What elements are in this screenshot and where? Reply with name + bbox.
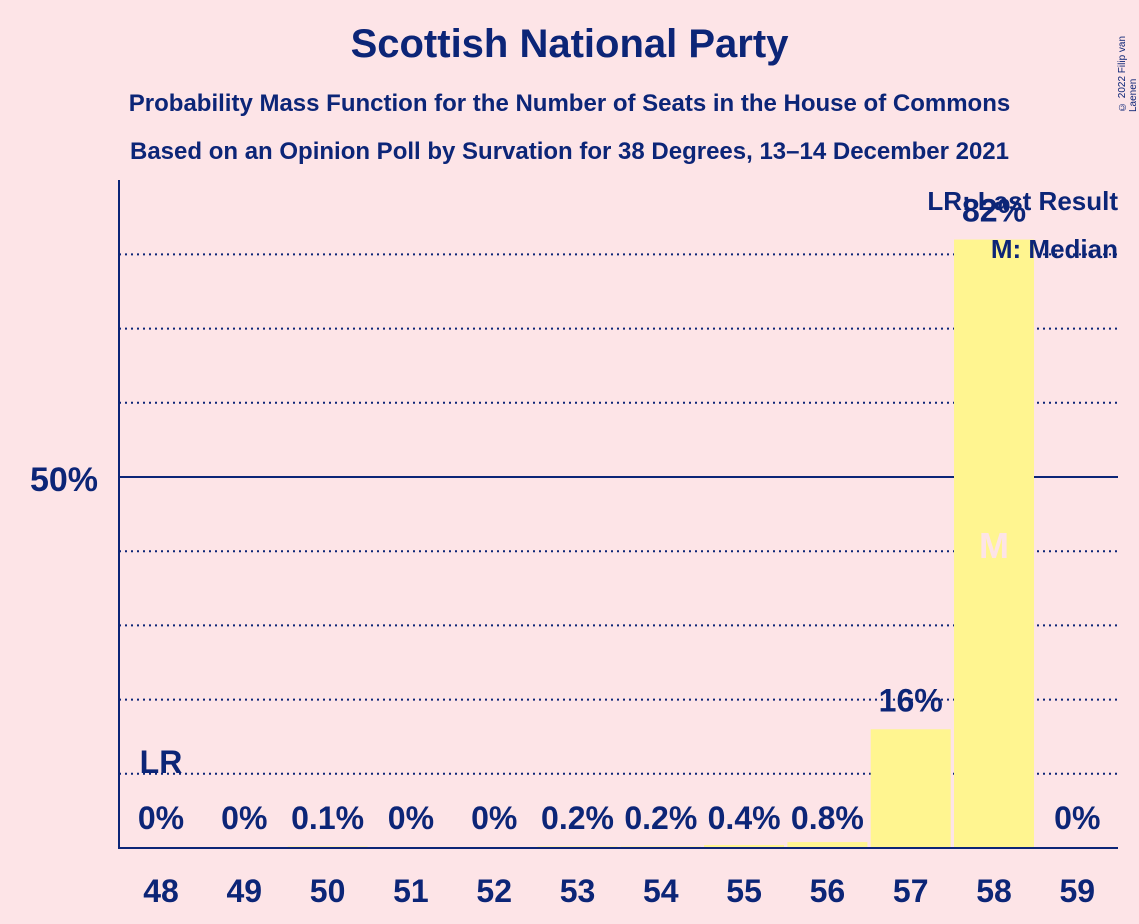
data-label: 0% <box>471 800 517 836</box>
y-tick-label: 50% <box>30 461 98 499</box>
x-tick-label: 51 <box>393 873 429 909</box>
x-tick-label: 52 <box>476 873 512 909</box>
bar-57 <box>870 729 951 848</box>
x-tick-label: 57 <box>893 873 929 909</box>
data-label: 0.4% <box>708 800 781 836</box>
data-label: 0.2% <box>624 800 697 836</box>
bar-58 <box>954 239 1034 848</box>
x-tick-label: 59 <box>1060 873 1096 909</box>
data-label: 0.1% <box>291 800 364 836</box>
data-label: 82% <box>962 193 1026 229</box>
chart-source-line: Based on an Opinion Poll by Survation fo… <box>130 138 1009 165</box>
data-label: 0.2% <box>541 800 614 836</box>
x-tick-label: 48 <box>143 873 179 909</box>
x-tick-label: 50 <box>310 873 346 909</box>
legend-median: M: Median <box>991 234 1118 264</box>
x-tick-label: 56 <box>810 873 846 909</box>
chart-title: Scottish National Party <box>350 22 789 66</box>
last-result-marker: LR <box>140 744 183 780</box>
x-tick-label: 58 <box>976 873 1012 909</box>
data-label: 0% <box>1054 800 1100 836</box>
x-tick-label: 54 <box>643 873 679 909</box>
data-label: 0% <box>221 800 267 836</box>
data-label: 0% <box>388 800 434 836</box>
x-tick-label: 55 <box>726 873 762 909</box>
chart-subtitle: Probability Mass Function for the Number… <box>128 90 1011 117</box>
data-label: 16% <box>879 682 943 718</box>
x-tick-label: 49 <box>227 873 263 909</box>
median-marker: M <box>979 525 1009 566</box>
legend-last-result: LR: Last Result <box>927 186 1118 216</box>
data-label: 0% <box>138 800 184 836</box>
data-label: 0.8% <box>791 800 864 836</box>
bar-56 <box>787 842 868 848</box>
x-tick-label: 53 <box>560 873 596 909</box>
bar-55 <box>704 845 785 848</box>
